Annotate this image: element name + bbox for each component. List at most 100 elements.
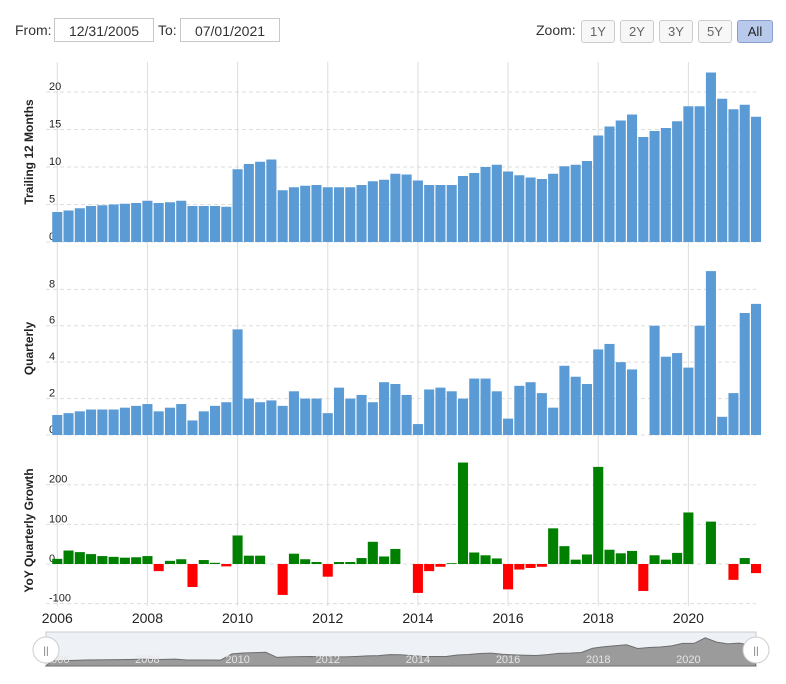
data-bar — [74, 411, 85, 435]
data-bar — [153, 411, 164, 435]
data-bar — [277, 190, 288, 242]
x-tick-label: 2014 — [402, 610, 433, 626]
data-bar — [593, 135, 604, 242]
zoom-all-button[interactable]: All — [737, 20, 773, 43]
data-bar — [491, 558, 502, 564]
data-bar — [164, 202, 175, 242]
data-bar — [367, 541, 378, 564]
data-bar — [536, 393, 547, 435]
navigator-year-label: 2014 — [406, 654, 430, 666]
data-bar — [672, 121, 683, 242]
data-bar — [74, 552, 85, 564]
x-tick-label: 2006 — [42, 610, 73, 626]
data-bar — [469, 173, 480, 242]
x-tick-label: 2008 — [132, 610, 163, 626]
data-bar — [514, 175, 525, 242]
data-bar — [649, 131, 660, 242]
data-bar — [548, 528, 559, 564]
data-bar — [52, 212, 63, 242]
data-bar — [604, 126, 615, 242]
data-bar — [119, 203, 130, 242]
data-bar — [243, 398, 254, 435]
zoom-1y-button[interactable]: 1Y — [581, 20, 615, 43]
data-bar — [187, 420, 198, 435]
data-bar — [63, 413, 74, 435]
data-bar — [322, 187, 333, 242]
data-bar — [52, 558, 63, 564]
data-bar — [435, 185, 446, 242]
data-bar — [108, 409, 119, 435]
data-bar — [333, 387, 345, 435]
y-tick-label: 0 — [49, 424, 55, 436]
data-bar — [615, 553, 626, 564]
data-bar — [119, 407, 130, 435]
data-bar — [74, 208, 85, 242]
y-tick-label: -100 — [49, 593, 71, 605]
data-bar — [390, 548, 401, 564]
data-bar — [63, 210, 74, 242]
data-bar — [311, 562, 322, 564]
navigator-year-label: 2020 — [676, 654, 700, 666]
data-bar — [525, 177, 536, 242]
data-bar — [322, 564, 333, 577]
data-bar — [548, 173, 559, 242]
data-bar — [86, 206, 97, 242]
from-date-input[interactable]: 12/31/2005 — [54, 18, 154, 42]
data-bar — [243, 164, 254, 242]
data-bar — [401, 394, 412, 435]
data-bar — [142, 556, 153, 564]
data-bar — [503, 564, 514, 590]
data-bar — [379, 179, 390, 242]
data-bar — [300, 559, 311, 564]
y-tick-label: 10 — [49, 156, 61, 168]
data-bar — [480, 555, 491, 564]
navigator[interactable]: 2006 2008 2010 2012 2014 2016 2018 2020 || || — [32, 631, 770, 667]
data-bar — [311, 185, 322, 242]
data-bar — [750, 116, 762, 242]
data-bar — [412, 564, 423, 593]
y-tick-label: 0 — [49, 553, 55, 565]
data-bar — [142, 200, 153, 242]
grid — [56, 62, 689, 606]
data-bar — [480, 167, 491, 242]
data-bar — [108, 556, 119, 564]
data-bar — [345, 398, 356, 435]
navigator-right-handle[interactable] — [742, 636, 770, 664]
data-bar — [503, 418, 514, 435]
navigator-year-label: 2016 — [496, 654, 520, 666]
data-bar — [356, 558, 367, 564]
data-bar — [627, 369, 638, 435]
data-bar — [367, 402, 378, 435]
data-bar — [424, 564, 435, 572]
data-bar — [705, 72, 716, 242]
data-bar — [266, 400, 277, 435]
zoom-5y-button[interactable]: 5Y — [698, 20, 732, 43]
data-bar — [739, 104, 750, 242]
data-bar — [97, 556, 108, 564]
y-tick-label: 200 — [49, 474, 67, 486]
data-bar — [198, 411, 209, 435]
navigator-left-handle[interactable] — [32, 636, 60, 664]
data-bar — [108, 204, 119, 242]
data-bar — [638, 564, 649, 591]
y-tick-label: 2 — [49, 388, 55, 400]
data-bar — [457, 398, 469, 435]
data-bar — [424, 185, 435, 242]
y-tick-label: 15 — [49, 119, 61, 131]
y-tick-label: 20 — [49, 81, 61, 93]
to-date-input[interactable]: 07/01/2021 — [180, 18, 280, 42]
data-bar — [694, 325, 705, 435]
zoom-3y-button[interactable]: 3Y — [659, 20, 693, 43]
data-bar — [615, 120, 626, 242]
data-bar — [559, 546, 570, 564]
data-bar — [638, 137, 649, 242]
data-bar — [221, 206, 232, 242]
data-bar — [457, 176, 469, 242]
data-bar — [649, 555, 660, 564]
y-axis-title: Trailing 12 Months — [22, 99, 36, 205]
x-tick-label: 2010 — [222, 610, 253, 626]
data-bar — [525, 564, 536, 568]
zoom-2y-button[interactable]: 2Y — [620, 20, 654, 43]
y-axis-title: Quarterly — [22, 321, 36, 375]
data-bar — [435, 387, 446, 435]
